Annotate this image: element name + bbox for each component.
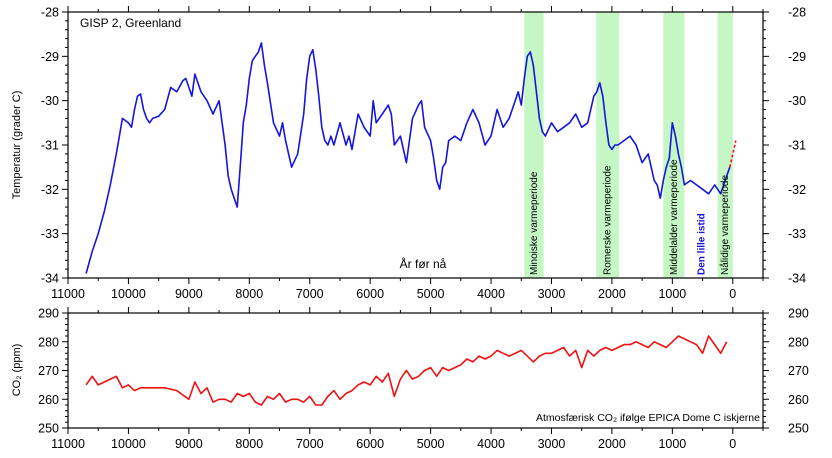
temperature-series <box>85 42 737 274</box>
co2-annotation: Atmosfærisk CO₂ ifølge EPICA Dome C iskj… <box>536 412 760 424</box>
y-tick-label: 290 <box>38 307 59 321</box>
x-tick-label: 0 <box>729 287 736 301</box>
co2-y-axis-label: CO₂ (ppm) <box>11 344 23 397</box>
period-label: Romerske varmeperiode <box>603 165 614 275</box>
y-tick-label: -34 <box>41 272 59 286</box>
y-tick-label-right: -32 <box>788 183 806 197</box>
period-labels: Minoiske varmeperiode Romerske varmeperio… <box>529 159 731 275</box>
x-tick-label: 1000 <box>658 287 686 301</box>
temperature-plot-frame <box>67 11 764 279</box>
period-label: Den lille istid <box>697 213 708 275</box>
period-label: Minoiske varmeperiode <box>529 171 540 275</box>
y-tick-label-right: 290 <box>788 307 809 321</box>
co2-panel: 11000 10000 9000 8000 7000 6000 5000 4000 3000 20… <box>11 307 809 452</box>
x-tick-label: 2000 <box>598 437 626 451</box>
co2-plot-frame <box>67 312 764 429</box>
x-tick-label: 9000 <box>175 287 203 301</box>
x-tick-label: 3000 <box>538 287 566 301</box>
co2-axis-ticks: 11000 10000 9000 8000 7000 6000 5000 4000 3000 20… <box>38 307 809 452</box>
period-bands <box>524 12 733 278</box>
x-tick-label: 11000 <box>51 437 85 451</box>
y-tick-label: -31 <box>41 139 59 153</box>
period-label: Nålidige varmeperiode <box>719 175 731 275</box>
temperature-series-line-0 <box>85 42 731 274</box>
x-tick-label: 7000 <box>296 287 324 301</box>
period-band <box>596 12 620 278</box>
temperature-series-line-1 <box>729 140 737 168</box>
x-tick-label: 7000 <box>296 437 324 451</box>
y-tick-label: 280 <box>38 335 59 349</box>
y-tick-label-right: -28 <box>788 6 806 20</box>
y-tick-label-right: -29 <box>788 50 806 64</box>
y-tick-label: -33 <box>41 227 59 241</box>
x-tick-label: 9000 <box>175 437 203 451</box>
temperature-x-axis-label: År før nå <box>400 256 447 271</box>
y-tick-label-right: 280 <box>788 335 809 349</box>
y-tick-label-right: -30 <box>788 94 806 108</box>
y-tick-label-right: -33 <box>788 227 806 241</box>
y-tick-label-right: 250 <box>788 422 809 436</box>
y-tick-label: -29 <box>41 50 59 64</box>
y-tick-label: 250 <box>38 422 59 436</box>
y-tick-label: -28 <box>41 6 59 20</box>
x-tick-label: 6000 <box>356 287 384 301</box>
x-tick-label: 5000 <box>417 437 445 451</box>
x-tick-label: 10000 <box>111 287 146 301</box>
temperature-panel: 11000 10000 9000 8000 7000 6000 5000 4000 3000 20… <box>11 6 806 302</box>
x-tick-label: 6000 <box>356 437 384 451</box>
y-tick-label-right: -31 <box>788 139 806 153</box>
x-tick-label: 1000 <box>658 437 686 451</box>
y-tick-label-right: 260 <box>788 393 809 407</box>
x-tick-label: 0 <box>729 437 736 451</box>
x-tick-label: 8000 <box>235 437 263 451</box>
x-tick-label: 4000 <box>477 287 505 301</box>
period-band <box>717 12 733 278</box>
y-tick-label: 260 <box>38 393 59 407</box>
x-tick-label: 2000 <box>598 287 626 301</box>
x-tick-label: 5000 <box>417 287 445 301</box>
x-tick-label: 11000 <box>51 287 85 301</box>
y-tick-label: -30 <box>41 94 59 108</box>
temperature-y-axis-label: Temperatur (grader C) <box>11 91 23 200</box>
x-tick-label: 10000 <box>111 437 146 451</box>
period-band <box>524 12 544 278</box>
y-tick-label: -32 <box>41 183 59 197</box>
period-label: Middelalder varmeperiode <box>669 159 680 275</box>
x-tick-label: 3000 <box>538 437 566 451</box>
temperature-chart-title: GISP 2, Greenland <box>80 16 181 30</box>
x-tick-label: 4000 <box>477 437 505 451</box>
co2-series <box>85 335 728 406</box>
co2-series-line-0 <box>85 335 728 406</box>
y-tick-label: 270 <box>38 364 59 378</box>
period-band <box>663 12 685 278</box>
temperature-axis-ticks: 11000 10000 9000 8000 7000 6000 5000 4000 3000 20… <box>41 6 806 302</box>
x-tick-label: 8000 <box>235 287 263 301</box>
y-tick-label-right: -34 <box>788 272 806 286</box>
y-tick-label-right: 270 <box>788 364 809 378</box>
